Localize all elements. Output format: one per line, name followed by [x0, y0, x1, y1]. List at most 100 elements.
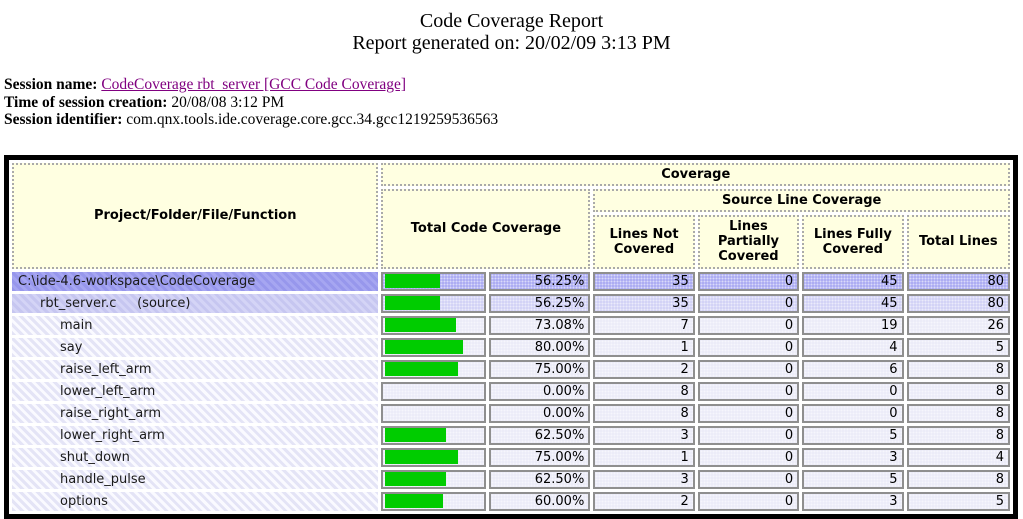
- coverage-bar-cell: [381, 271, 486, 291]
- total-lines: 4: [906, 447, 1010, 467]
- lines-partially-covered: 0: [697, 359, 800, 379]
- total-lines: 8: [906, 403, 1010, 423]
- coverage-bar-cell: [381, 359, 486, 379]
- lines-not-covered: 2: [593, 491, 695, 511]
- table-row: say 80.00% 1 0 4 5: [12, 337, 1010, 357]
- session-creation-value: 20/08/08 3:12 PM: [171, 93, 285, 111]
- total-lines: 26: [906, 315, 1010, 335]
- session-identifier-label: Session identifier:: [4, 111, 127, 128]
- row-label: lower_left_arm: [12, 381, 379, 401]
- coverage-bar-cell: [381, 293, 486, 313]
- table-row: handle_pulse 62.50% 3 0 5 8: [12, 469, 1010, 489]
- lines-not-covered: 8: [593, 403, 695, 423]
- header-source-line-coverage: Source Line Coverage: [593, 188, 1010, 212]
- total-lines: 8: [906, 381, 1010, 401]
- header-lines-fully-covered: Lines Fully Covered: [802, 214, 904, 269]
- lines-not-covered: 35: [593, 271, 695, 291]
- total-lines: 80: [906, 271, 1010, 291]
- lines-fully-covered: 4: [802, 337, 904, 357]
- total-lines: 5: [906, 337, 1010, 357]
- lines-fully-covered: 0: [802, 381, 904, 401]
- session-creation-label: Time of session creation:: [4, 93, 172, 111]
- coverage-bar: [385, 362, 458, 376]
- lines-partially-covered: 0: [697, 447, 800, 467]
- header-total-code-coverage: Total Code Coverage: [381, 188, 591, 269]
- lines-not-covered: 7: [593, 315, 695, 335]
- lines-partially-covered: 0: [697, 381, 800, 401]
- coverage-bar: [385, 274, 440, 288]
- coverage-bar-cell: [381, 315, 486, 335]
- table-row: shut_down 75.00% 1 0 3 4: [12, 447, 1010, 467]
- coverage-percent: 0.00%: [488, 403, 591, 423]
- coverage-percent: 56.25%: [488, 271, 591, 291]
- row-label: options: [12, 491, 379, 511]
- table-row: raise_right_arm 0.00% 8 0 0 8: [12, 403, 1010, 423]
- lines-fully-covered: 3: [802, 491, 904, 511]
- coverage-bar: [385, 340, 463, 354]
- coverage-percent: 62.50%: [488, 425, 591, 445]
- header-total-lines: Total Lines: [906, 214, 1010, 269]
- coverage-bar: [385, 428, 446, 442]
- lines-partially-covered: 0: [697, 469, 800, 489]
- report-generated-on: Report generated on: 20/02/09 3:13 PM: [352, 32, 671, 54]
- session-name-link[interactable]: CodeCoverage rbt_server [GCC Code Covera…: [101, 76, 407, 93]
- session-creation-line: Time of session creation: 20/08/08 3:12 …: [4, 94, 1023, 112]
- row-label: handle_pulse: [12, 469, 379, 489]
- coverage-table-body: C:\ide-4.6-workspace\CodeCoverage 56.25% 3…: [12, 271, 1010, 511]
- session-identifier-value: com.qnx.tools.ide.coverage.core.gcc.34.g…: [126, 111, 499, 128]
- lines-fully-covered: 6: [802, 359, 904, 379]
- lines-not-covered: 2: [593, 359, 695, 379]
- table-row: main 73.08% 7 0 19 26: [12, 315, 1010, 335]
- lines-fully-covered: 19: [802, 315, 904, 335]
- coverage-bar-cell: [381, 425, 486, 445]
- lines-not-covered: 1: [593, 447, 695, 467]
- table-row: C:\ide-4.6-workspace\CodeCoverage 56.25% 3…: [12, 271, 1010, 291]
- header-lines-not-covered: Lines Not Covered: [593, 214, 695, 269]
- coverage-percent: 62.50%: [488, 469, 591, 489]
- coverage-percent: 0.00%: [488, 381, 591, 401]
- session-name-label: Session name:: [4, 76, 102, 93]
- lines-partially-covered: 0: [697, 293, 800, 313]
- coverage-percent: 60.00%: [488, 491, 591, 511]
- coverage-percent: 80.00%: [488, 337, 591, 357]
- row-label: say: [12, 337, 379, 357]
- lines-partially-covered: 0: [697, 337, 800, 357]
- lines-fully-covered: 45: [802, 271, 904, 291]
- lines-fully-covered: 3: [802, 447, 904, 467]
- coverage-bar-cell: [381, 469, 486, 489]
- coverage-bar-cell: [381, 403, 486, 423]
- coverage-percent: 56.25%: [488, 293, 591, 313]
- lines-partially-covered: 0: [697, 315, 800, 335]
- coverage-bar-cell: [381, 447, 486, 467]
- page-title: Code Coverage Report: [419, 10, 604, 32]
- coverage-bar-cell: [381, 381, 486, 401]
- lines-not-covered: 3: [593, 425, 695, 445]
- coverage-percent: 75.00%: [488, 359, 591, 379]
- lines-fully-covered: 0: [802, 403, 904, 423]
- total-lines: 80: [906, 293, 1010, 313]
- table-row: raise_left_arm 75.00% 2 0 6 8: [12, 359, 1010, 379]
- coverage-bar: [385, 494, 444, 508]
- lines-not-covered: 35: [593, 293, 695, 313]
- lines-not-covered: 1: [593, 337, 695, 357]
- coverage-bar: [385, 318, 456, 332]
- row-label: main: [12, 315, 379, 335]
- row-label: rbt_server.c (source): [12, 293, 379, 313]
- coverage-bar: [385, 472, 446, 486]
- lines-partially-covered: 0: [697, 491, 800, 511]
- header-project-folder-file-function: Project/Folder/File/Function: [12, 162, 379, 269]
- title-block: Code Coverage Report Report generated on…: [0, 0, 1023, 54]
- coverage-table: Project/Folder/File/Function Coverage To…: [4, 154, 1018, 519]
- total-lines: 8: [906, 359, 1010, 379]
- row-label: raise_left_arm: [12, 359, 379, 379]
- total-lines: 8: [906, 469, 1010, 489]
- lines-fully-covered: 5: [802, 469, 904, 489]
- row-label: C:\ide-4.6-workspace\CodeCoverage: [12, 271, 379, 291]
- coverage-bar-cell: [381, 491, 486, 511]
- total-lines: 5: [906, 491, 1010, 511]
- lines-partially-covered: 0: [697, 425, 800, 445]
- row-label: raise_right_arm: [12, 403, 379, 423]
- coverage-percent: 75.00%: [488, 447, 591, 467]
- header-coverage: Coverage: [381, 162, 1010, 186]
- session-identifier-line: Session identifier: com.qnx.tools.ide.co…: [4, 111, 1023, 129]
